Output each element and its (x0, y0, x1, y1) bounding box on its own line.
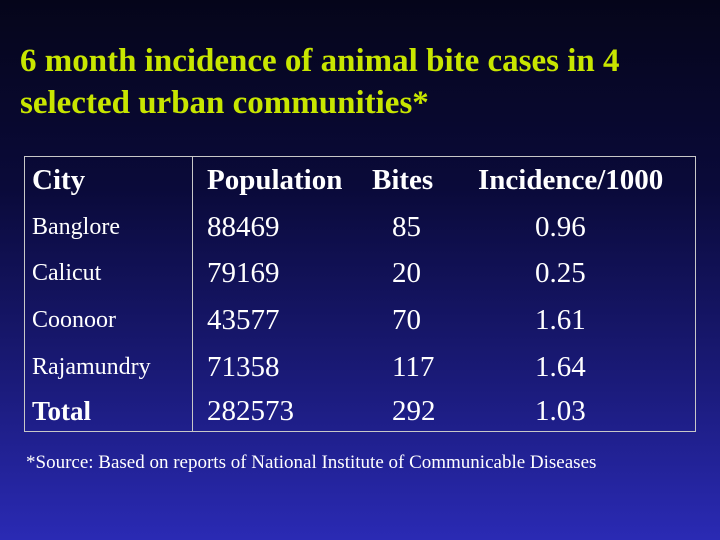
row-population: 71358 (207, 351, 280, 383)
slide-title-line-1: 6 month incidence of animal bite cases i… (20, 43, 620, 79)
row-bites: 70 (392, 304, 421, 336)
total-incidence: 1.03 (535, 395, 586, 427)
slide-title-line-2: selected urban communities* (20, 85, 429, 121)
total-bites: 292 (392, 395, 436, 427)
slide-title: 6 month incidence of animal bite cases i… (20, 40, 710, 124)
row-incidence: 0.25 (535, 257, 586, 289)
header-bites: Bites (372, 164, 434, 196)
header-city: City (32, 164, 86, 196)
row-population: 79169 (207, 257, 280, 289)
row-city: Rajamundry (32, 354, 151, 380)
row-incidence: 1.64 (535, 351, 586, 383)
row-bites: 85 (392, 211, 421, 243)
row-incidence: 1.61 (535, 304, 586, 336)
table-column-divider (192, 156, 193, 432)
row-population: 88469 (207, 211, 280, 243)
incidence-table (24, 156, 696, 432)
row-city: Calicut (32, 260, 102, 286)
row-city: Banglore (32, 214, 120, 240)
header-population: Population (207, 164, 343, 196)
row-incidence: 0.96 (535, 211, 586, 243)
row-bites: 117 (392, 351, 435, 383)
row-city: Coonoor (32, 307, 116, 333)
total-label: Total (32, 396, 92, 426)
row-population: 43577 (207, 304, 280, 336)
source-footnote: *Source: Based on reports of National In… (26, 452, 597, 473)
row-bites: 20 (392, 257, 421, 289)
header-incidence: Incidence/1000 (478, 164, 664, 196)
total-population: 282573 (207, 395, 294, 427)
